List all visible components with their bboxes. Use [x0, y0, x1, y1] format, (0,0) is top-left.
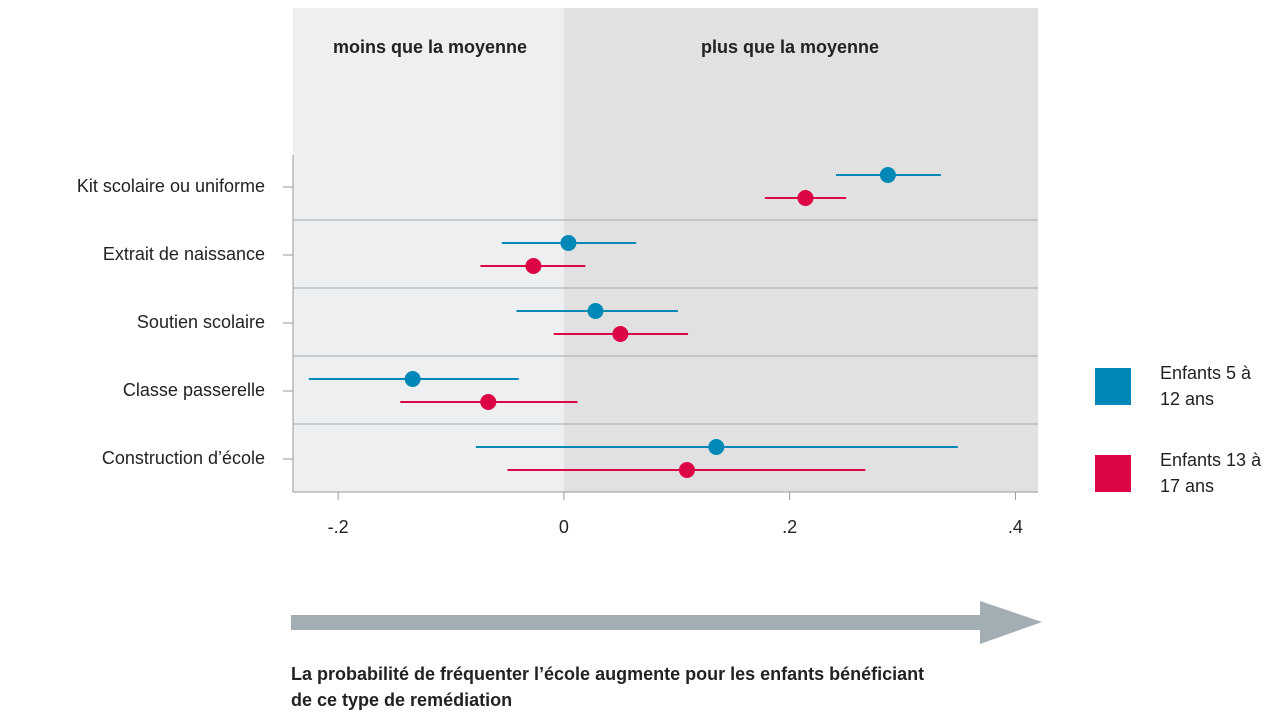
legend-label: Enfants 5 à 12 ans [1160, 363, 1252, 409]
y-tick-label: Classe passerelle [123, 380, 265, 400]
point [404, 371, 421, 387]
x-tick-label: .4 [1008, 517, 1023, 537]
point [560, 235, 577, 251]
legend-swatch [1095, 368, 1131, 405]
region-left [293, 8, 564, 492]
point [708, 439, 725, 455]
caption: La probabilité de fréquenter l’école aug… [291, 664, 925, 710]
legend-label: Enfants 13 à 17 ans [1160, 450, 1262, 496]
arrow-shaft [291, 615, 985, 630]
region-label: plus que la moyenne [700, 37, 880, 57]
y-tick-label: Construction d’école [102, 448, 265, 468]
region-right [563, 8, 1038, 492]
x-tick-label: .2 [782, 517, 797, 537]
legend-swatch [1095, 455, 1131, 492]
region-label: moins que la moyenne [332, 37, 528, 57]
x-tick-label: 0 [559, 517, 569, 537]
arrow-head [980, 601, 1042, 644]
point [797, 190, 814, 206]
x-tick-label: -.2 [328, 517, 349, 537]
point [587, 303, 604, 319]
point [879, 167, 896, 183]
y-tick-label: Kit scolaire ou uniforme [77, 176, 265, 196]
y-tick-label: Extrait de naissance [103, 244, 265, 264]
point [480, 394, 497, 410]
point [678, 462, 695, 478]
point [612, 326, 629, 342]
y-tick-label: Soutien scolaire [137, 312, 265, 332]
point [525, 258, 542, 274]
